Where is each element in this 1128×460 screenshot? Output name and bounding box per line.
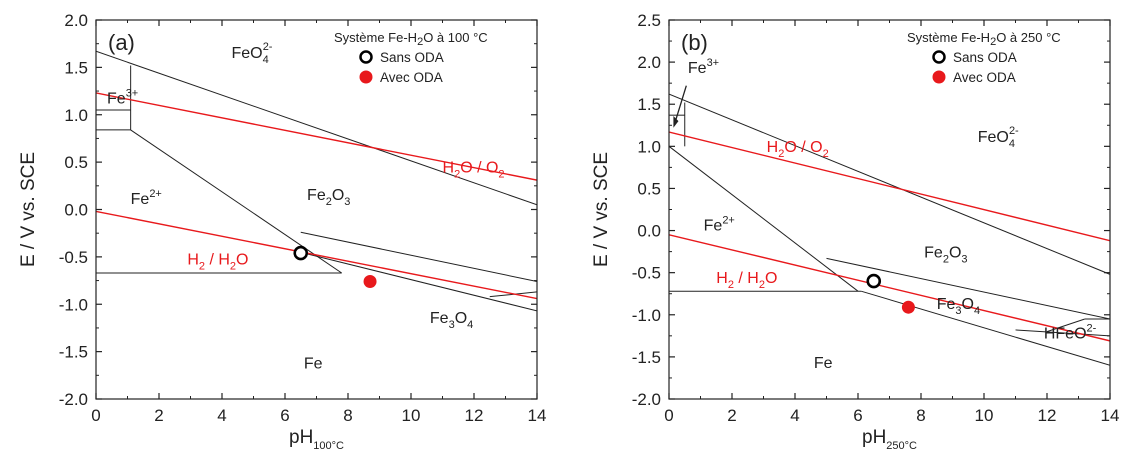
y-tick-label: 1.5 xyxy=(64,58,88,77)
fe3-pointer-arrowhead xyxy=(673,116,679,128)
y-tick-label: -1.0 xyxy=(632,306,661,325)
panel-a: 0 2 4 6 8 10 12 14 -2.0 -1.5 -1.0 -0.5 0.0 0.5 1.0 1.5 2… xyxy=(18,11,546,452)
x-tick-label: 14 xyxy=(1101,406,1120,425)
legend-entry-label: Sans ODA xyxy=(953,50,1017,65)
region-label: Fe2+ xyxy=(131,188,162,208)
legend-marker-open xyxy=(932,50,946,64)
x-axis-label: pH100°C xyxy=(289,427,344,452)
reaction-label: H2 / H2O xyxy=(716,270,777,291)
phase-boundary-line xyxy=(861,290,1110,366)
water-stability-line xyxy=(669,131,1110,242)
fe3-pointer-arrow xyxy=(674,85,687,124)
y-axis-label: E / V vs. SCE xyxy=(591,152,612,267)
region-label: FeO42- xyxy=(231,41,272,66)
y-tick-label: 1.0 xyxy=(64,106,88,125)
region-label: Fe2O3 xyxy=(307,187,350,208)
x-tick-label: 8 xyxy=(343,406,352,425)
x-tick-label: 10 xyxy=(402,406,421,425)
region-label: Fe2O3 xyxy=(924,245,967,266)
water-stability-line xyxy=(96,92,537,181)
legend-entry-label: Avec ODA xyxy=(953,70,1016,85)
x-tick-label: 2 xyxy=(154,406,163,425)
axes-frame xyxy=(95,19,538,400)
region-label: Fe xyxy=(304,356,323,373)
legend-marker-open xyxy=(359,50,373,64)
phase-boundary-line xyxy=(96,50,537,206)
x-tick-label: 2 xyxy=(727,406,736,425)
x-tick-label: 6 xyxy=(280,406,289,425)
region-label: Fe3+ xyxy=(688,57,719,77)
region-label: Fe3O4 xyxy=(430,310,473,331)
x-tick-label: 12 xyxy=(1038,406,1057,425)
y-tick-label: 2.0 xyxy=(64,11,88,30)
x-tick-label: 0 xyxy=(664,406,673,425)
x-tick-label: 8 xyxy=(916,406,925,425)
x-tick-label: 10 xyxy=(975,406,994,425)
y-tick-label: -0.5 xyxy=(59,248,88,267)
plot-area xyxy=(96,50,537,312)
y-tick-label: 2.0 xyxy=(637,53,661,72)
region-label: Fe3+ xyxy=(107,87,138,107)
legend-marker-filled xyxy=(932,70,946,84)
reaction-label: H2 / H2O xyxy=(187,251,248,272)
water-stability-line xyxy=(669,234,1110,342)
x-axis-label: pH250°C xyxy=(862,427,917,452)
y-tick-label: 0.0 xyxy=(64,201,88,220)
data-point-avec-oda xyxy=(901,300,915,314)
x-tick-label: 4 xyxy=(790,406,799,425)
data-point-avec-oda xyxy=(363,275,377,289)
y-tick-label: 2.5 xyxy=(637,11,661,30)
phase-boundary-line xyxy=(669,145,859,292)
x-tick-label: 14 xyxy=(528,406,547,425)
phase-boundary-line xyxy=(826,257,1110,320)
phase-boundary-line xyxy=(1015,329,1110,337)
region-label: Fe2+ xyxy=(704,215,735,235)
region-label: HFeO2- xyxy=(1044,322,1097,342)
y-tick-label: -1.5 xyxy=(632,348,661,367)
x-tick-label: 12 xyxy=(465,406,484,425)
phase-boundary-line xyxy=(669,93,1110,275)
y-axis-label: E / V vs. SCE xyxy=(18,152,39,267)
region-label: FeO42- xyxy=(978,125,1019,150)
legend-marker-filled xyxy=(359,70,373,84)
y-tick-label: 1.5 xyxy=(637,95,661,114)
x-tick-label: 6 xyxy=(853,406,862,425)
region-label: Fe3O4 xyxy=(937,296,980,317)
y-tick-label: -1.5 xyxy=(59,343,88,362)
y-tick-label: 0.5 xyxy=(637,179,661,198)
y-tick-label: 1.0 xyxy=(637,137,661,156)
data-point-sans-oda xyxy=(866,273,882,289)
legend-entry-label: Avec ODA xyxy=(380,70,443,85)
plot-area xyxy=(669,93,1110,366)
y-tick-label: -0.5 xyxy=(632,264,661,283)
phase-boundary-line xyxy=(303,252,537,312)
reaction-label: H2O / O2 xyxy=(767,139,829,160)
y-tick-label: 0.5 xyxy=(64,153,88,172)
panel-b: 0 2 4 6 8 10 12 14 -2.0 -1.5 -1.0 -0.5 0.0 0.5 1.0 1.5 2… xyxy=(591,11,1119,452)
phase-boundary-line xyxy=(1046,318,1085,333)
panel-label: (b) xyxy=(681,30,708,55)
legend-title: Système Fe-H2O à 100 °C xyxy=(334,30,488,48)
x-tick-label: 0 xyxy=(91,406,100,425)
panel-label: (a) xyxy=(108,30,135,55)
y-tick-label: -2.0 xyxy=(632,390,661,409)
legend-title: Système Fe-H2O à 250 °C xyxy=(907,30,1061,48)
water-stability-line xyxy=(96,210,537,300)
reaction-label: H2O / O2 xyxy=(443,160,505,181)
y-tick-label: -1.0 xyxy=(59,295,88,314)
x-tick-label: 4 xyxy=(217,406,226,425)
legend-entry-label: Sans ODA xyxy=(380,50,444,65)
y-tick-label: -2.0 xyxy=(59,390,88,409)
region-label: Fe xyxy=(814,355,833,372)
phase-boundary-line xyxy=(300,231,537,282)
y-tick-label: 0.0 xyxy=(637,222,661,241)
data-point-sans-oda xyxy=(293,245,309,261)
